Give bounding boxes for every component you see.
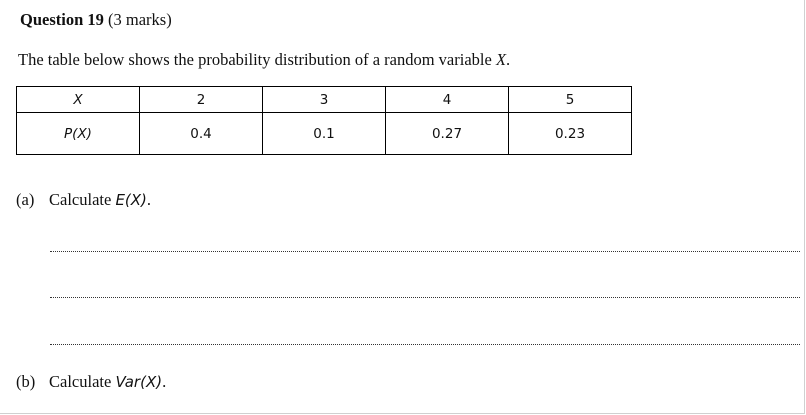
table-cell: 0.23 <box>508 112 632 155</box>
intro-end: . <box>506 50 511 69</box>
part-b-text: Calculate <box>49 372 116 391</box>
table-cell: X <box>16 86 140 113</box>
table-row-x: X 2 3 4 5 <box>16 86 632 113</box>
part-b-label: (b) <box>16 372 36 391</box>
question-marks: (3 marks) <box>108 10 172 29</box>
part-b-prompt: (b) Calculate Var(X). <box>16 372 166 392</box>
intro-text: The table below shows the probability di… <box>18 50 496 69</box>
intro-variable: X <box>495 50 507 69</box>
table-cell: P(X) <box>16 112 140 155</box>
part-a-label: (a) <box>16 190 35 209</box>
part-b-end: . <box>162 372 167 391</box>
table-cell: 2 <box>139 86 263 113</box>
table-cell: 3 <box>262 86 386 113</box>
answer-line[interactable] <box>50 251 800 252</box>
part-a-text: Calculate <box>49 190 116 209</box>
question-title: Question 19 (3 marks) <box>20 10 172 30</box>
table-cell: 0.27 <box>385 112 509 155</box>
question-intro: The table below shows the probability di… <box>18 50 510 70</box>
answer-line[interactable] <box>50 344 800 345</box>
question-label: Question 19 <box>20 10 104 29</box>
table-cell: 0.4 <box>139 112 263 155</box>
part-a-expression: E(X) <box>115 191 147 209</box>
part-a-end: . <box>146 190 152 209</box>
part-b-expression: Var(X) <box>115 373 163 391</box>
table-cell: 0.1 <box>262 112 386 155</box>
part-a-prompt: (a) Calculate E(X). <box>16 190 151 210</box>
table-cell: 5 <box>508 86 632 113</box>
table-row-px: P(X) 0.4 0.1 0.27 0.23 <box>16 112 632 155</box>
answer-line[interactable] <box>50 297 800 298</box>
table-cell: 4 <box>385 86 509 113</box>
probability-table: X 2 3 4 5 P(X) 0.4 0.1 0.27 0.23 <box>16 86 632 155</box>
